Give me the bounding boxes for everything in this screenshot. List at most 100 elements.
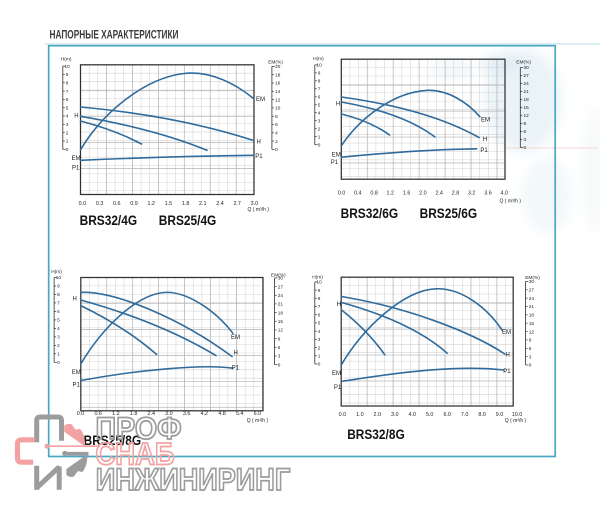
svg-text:Q ( m³/h ): Q ( m³/h ) bbox=[248, 207, 270, 213]
svg-text:1.2: 1.2 bbox=[387, 190, 395, 196]
svg-text:1: 1 bbox=[318, 134, 321, 139]
svg-text:6.0: 6.0 bbox=[443, 412, 451, 418]
svg-text:21: 21 bbox=[524, 89, 530, 94]
svg-text:0: 0 bbox=[318, 142, 321, 147]
svg-text:6: 6 bbox=[66, 97, 69, 102]
svg-text:0: 0 bbox=[318, 362, 321, 367]
svg-text:18: 18 bbox=[529, 313, 535, 318]
svg-text:6.0: 6.0 bbox=[254, 411, 262, 417]
svg-text:H: H bbox=[483, 137, 487, 143]
svg-text:27: 27 bbox=[529, 288, 535, 293]
svg-text:24: 24 bbox=[278, 293, 284, 298]
svg-text:EM(%): EM(%) bbox=[525, 275, 540, 281]
svg-text:H: H bbox=[257, 140, 261, 146]
svg-text:EM: EM bbox=[231, 335, 240, 341]
svg-text:16: 16 bbox=[275, 81, 281, 86]
svg-text:H(m): H(m) bbox=[61, 56, 72, 62]
svg-text:0: 0 bbox=[278, 362, 281, 367]
svg-text:10: 10 bbox=[316, 280, 322, 285]
svg-text:15: 15 bbox=[278, 319, 284, 324]
svg-text:27: 27 bbox=[278, 284, 284, 289]
svg-text:24: 24 bbox=[524, 81, 530, 86]
svg-text:6: 6 bbox=[529, 346, 532, 351]
svg-text:6: 6 bbox=[524, 129, 527, 134]
svg-text:H(m): H(m) bbox=[313, 56, 324, 62]
svg-text:P1: P1 bbox=[503, 369, 511, 375]
svg-text:7: 7 bbox=[318, 87, 321, 92]
svg-text:2: 2 bbox=[57, 343, 60, 348]
svg-text:EM: EM bbox=[481, 118, 490, 124]
svg-text:8: 8 bbox=[275, 114, 278, 119]
svg-text:12: 12 bbox=[529, 329, 535, 334]
svg-text:1.6: 1.6 bbox=[403, 190, 411, 196]
svg-text:6: 6 bbox=[318, 312, 321, 317]
svg-text:8: 8 bbox=[318, 296, 321, 301]
svg-text:BRS25/4G: BRS25/4G bbox=[159, 212, 217, 228]
svg-text:3.6: 3.6 bbox=[484, 190, 492, 196]
svg-text:Q ( m³/h ): Q ( m³/h ) bbox=[500, 199, 522, 205]
svg-text:9: 9 bbox=[318, 71, 321, 76]
svg-text:4: 4 bbox=[318, 110, 321, 115]
svg-text:18: 18 bbox=[524, 97, 530, 102]
svg-text:4.2: 4.2 bbox=[201, 411, 209, 417]
svg-text:0.8: 0.8 bbox=[370, 190, 378, 196]
svg-text:9: 9 bbox=[278, 336, 281, 341]
svg-text:0: 0 bbox=[275, 147, 278, 152]
svg-text:3: 3 bbox=[318, 118, 321, 123]
svg-text:21: 21 bbox=[529, 304, 535, 309]
svg-text:2.8: 2.8 bbox=[452, 190, 460, 196]
svg-text:7: 7 bbox=[57, 301, 60, 306]
svg-text:P1: P1 bbox=[73, 383, 81, 389]
svg-text:12: 12 bbox=[278, 328, 284, 333]
svg-text:2: 2 bbox=[318, 126, 321, 131]
svg-text:10: 10 bbox=[56, 275, 62, 280]
svg-text:Q ( m³/h ): Q ( m³/h ) bbox=[505, 418, 527, 424]
svg-text:ПРОФ: ПРОФ bbox=[96, 412, 182, 447]
svg-text:BRS25/8G: BRS25/8G bbox=[84, 432, 142, 448]
svg-text:EM: EM bbox=[332, 152, 341, 158]
svg-text:1: 1 bbox=[57, 352, 60, 357]
svg-text:4: 4 bbox=[318, 329, 321, 334]
svg-text:12: 12 bbox=[524, 113, 530, 118]
svg-text:EM(%): EM(%) bbox=[268, 59, 283, 65]
svg-text:2.4: 2.4 bbox=[216, 201, 224, 207]
svg-text:0: 0 bbox=[529, 363, 532, 368]
svg-text:EM(%): EM(%) bbox=[271, 273, 286, 279]
svg-text:EM(%): EM(%) bbox=[516, 59, 531, 65]
svg-text:НАПОРНЫЕ ХАРАКТЕРИСТИКИ: НАПОРНЫЕ ХАРАКТЕРИСТИКИ bbox=[50, 29, 179, 42]
svg-text:1.8: 1.8 bbox=[182, 201, 190, 207]
svg-text:10: 10 bbox=[275, 106, 281, 111]
svg-text:2.4: 2.4 bbox=[435, 190, 443, 196]
svg-text:0.0: 0.0 bbox=[77, 411, 85, 417]
svg-text:1: 1 bbox=[318, 354, 321, 359]
svg-text:2.0: 2.0 bbox=[374, 412, 382, 418]
svg-text:5.0: 5.0 bbox=[426, 412, 434, 418]
svg-text:6: 6 bbox=[318, 95, 321, 100]
svg-text:2: 2 bbox=[318, 345, 321, 350]
svg-text:5.4: 5.4 bbox=[236, 411, 244, 417]
svg-text:1: 1 bbox=[66, 139, 69, 144]
svg-text:EM: EM bbox=[502, 330, 511, 336]
svg-text:30: 30 bbox=[529, 279, 535, 284]
svg-text:15: 15 bbox=[524, 105, 530, 110]
svg-text:18: 18 bbox=[275, 72, 281, 77]
svg-text:5: 5 bbox=[66, 105, 69, 110]
svg-text:3.0: 3.0 bbox=[165, 411, 173, 417]
svg-text:P1: P1 bbox=[72, 166, 80, 172]
svg-text:P1: P1 bbox=[232, 366, 240, 372]
svg-text:8.0: 8.0 bbox=[478, 412, 486, 418]
svg-text:EM: EM bbox=[72, 156, 81, 162]
svg-text:EM: EM bbox=[72, 370, 81, 376]
svg-text:9.0: 9.0 bbox=[496, 412, 504, 418]
svg-text:24: 24 bbox=[529, 296, 535, 301]
svg-text:0.0: 0.0 bbox=[339, 412, 347, 418]
svg-text:9: 9 bbox=[524, 121, 527, 126]
svg-text:0.9: 0.9 bbox=[130, 201, 138, 207]
svg-text:1.2: 1.2 bbox=[112, 411, 120, 417]
svg-text:0.3: 0.3 bbox=[96, 201, 104, 207]
svg-text:P1: P1 bbox=[480, 148, 488, 154]
svg-text:10.0: 10.0 bbox=[512, 412, 523, 418]
svg-text:5: 5 bbox=[318, 103, 321, 108]
svg-text:0.0: 0.0 bbox=[338, 190, 346, 196]
svg-text:Q ( m³/h ): Q ( m³/h ) bbox=[247, 418, 269, 424]
